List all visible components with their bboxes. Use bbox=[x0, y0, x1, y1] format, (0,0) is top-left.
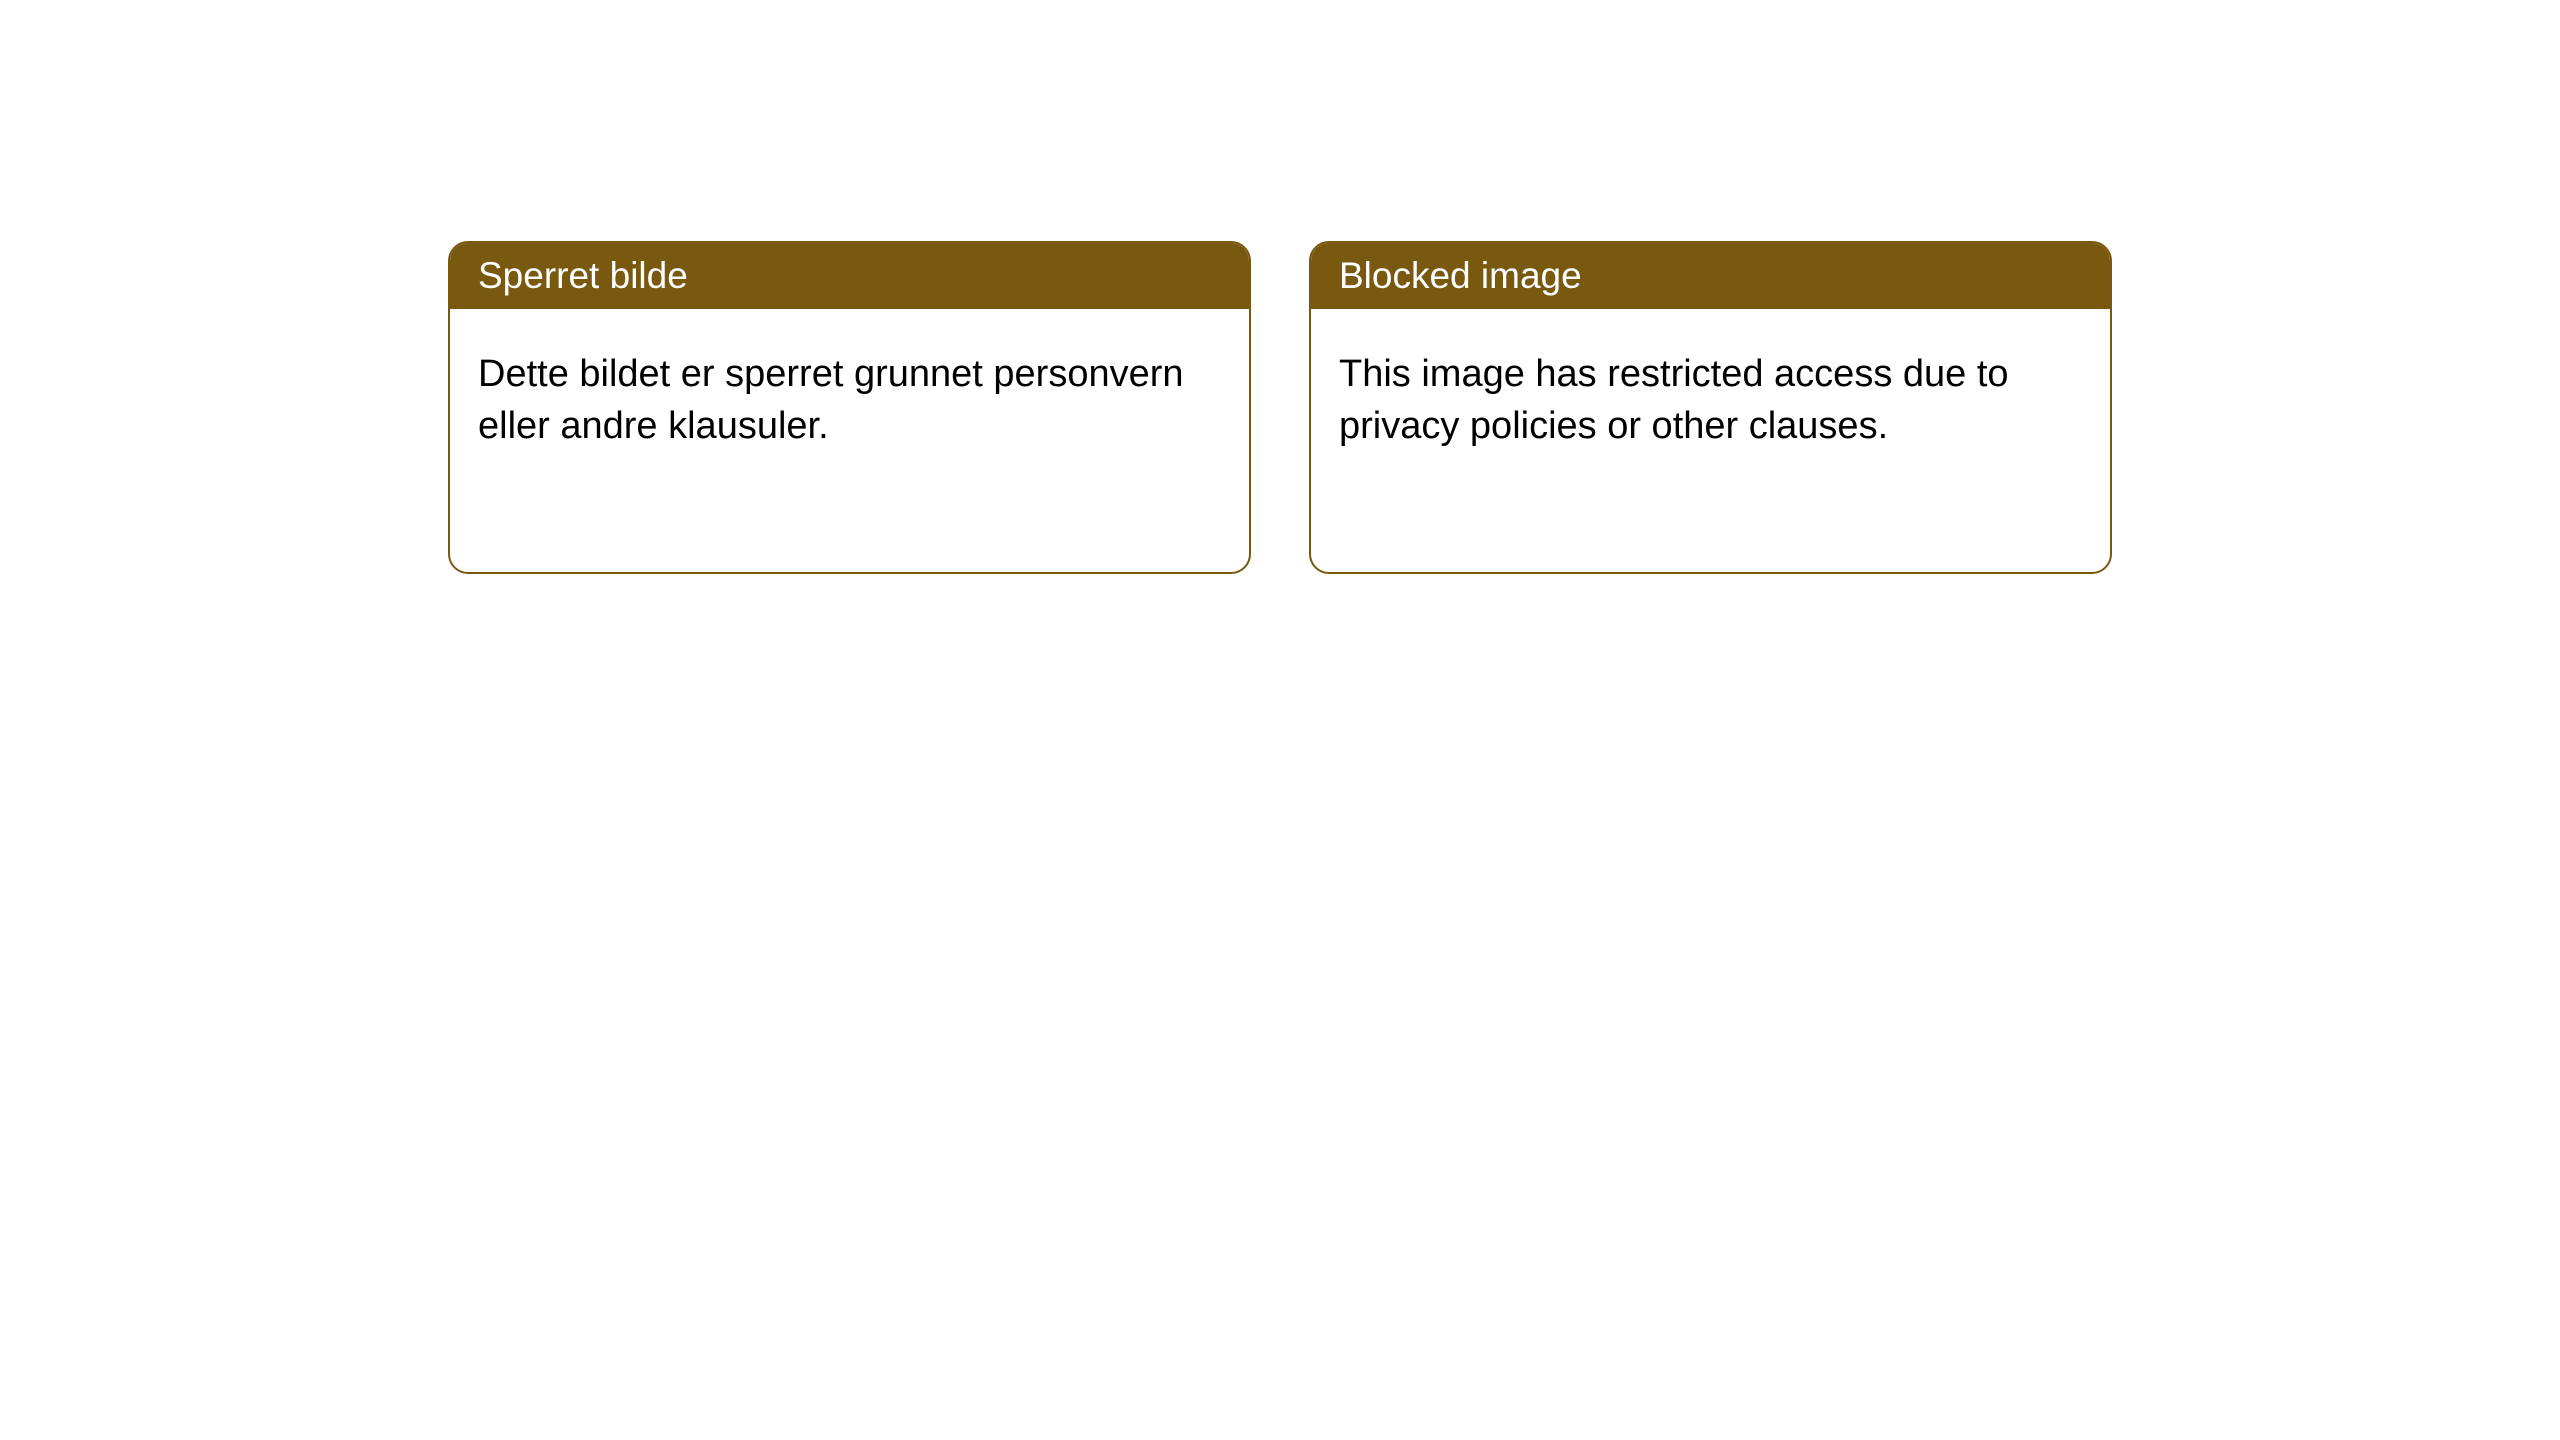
card-header: Sperret bilde bbox=[450, 243, 1249, 309]
card-body-text: This image has restricted access due to … bbox=[1339, 353, 2009, 446]
card-body-text: Dette bildet er sperret grunnet personve… bbox=[478, 353, 1184, 446]
notice-card-english: Blocked image This image has restricted … bbox=[1309, 241, 2112, 574]
notice-card-norwegian: Sperret bilde Dette bildet er sperret gr… bbox=[448, 241, 1251, 574]
card-body: This image has restricted access due to … bbox=[1311, 309, 2110, 492]
notice-container: Sperret bilde Dette bildet er sperret gr… bbox=[0, 0, 2560, 574]
card-body: Dette bildet er sperret grunnet personve… bbox=[450, 309, 1249, 492]
card-title: Sperret bilde bbox=[478, 255, 688, 296]
card-header: Blocked image bbox=[1311, 243, 2110, 309]
card-title: Blocked image bbox=[1339, 255, 1582, 296]
